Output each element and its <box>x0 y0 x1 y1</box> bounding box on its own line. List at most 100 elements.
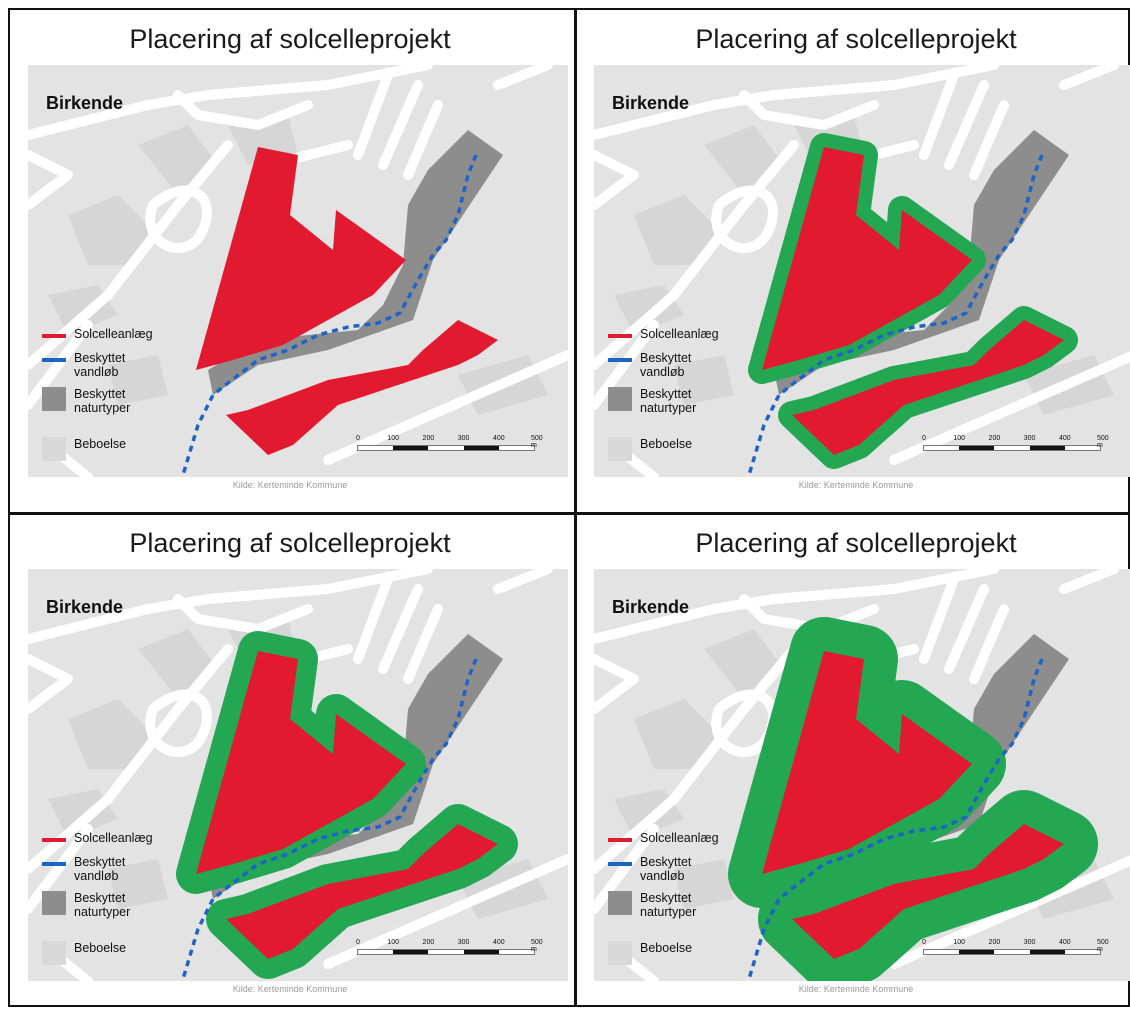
legend-swatch <box>608 838 632 842</box>
legend-item: Solcelleanlæg <box>608 327 719 341</box>
road-network <box>28 569 568 981</box>
scale-label: 300 <box>1023 435 1036 442</box>
legend-item: Solcelleanlæg <box>608 831 719 845</box>
scale-bar-segment <box>959 950 995 954</box>
scale-bar-track <box>357 949 535 955</box>
scale-bar-segment <box>1029 446 1065 450</box>
legend-item: Beskyttet vandløb <box>608 351 730 379</box>
scale-label: 500 m <box>531 435 543 449</box>
legend-item: Solcelleanlæg <box>42 327 153 341</box>
solar-polygon <box>226 320 498 455</box>
protected-nature <box>774 634 1069 899</box>
scale-label: 300 <box>457 939 470 946</box>
source-credit: Kilde: Kerteminde Kommune <box>232 984 348 994</box>
legend-label: Beskyttet vandløb <box>640 351 692 379</box>
legend-item: Beskyttet vandløb <box>42 351 164 379</box>
solar-area <box>754 139 1072 463</box>
legend-item: Beskyttet vandløb <box>42 855 164 883</box>
map-panel-1: Placering af solcelleprojekt <box>10 10 570 510</box>
legend-swatch <box>608 358 632 362</box>
scale-label: 200 <box>422 939 435 946</box>
legend-item: Beskyttet naturtyper <box>608 387 730 415</box>
legend-label: Beboelse <box>640 437 693 451</box>
legend-item: Beboelse <box>608 941 692 965</box>
protected-nature <box>774 130 1069 395</box>
scale-label: 100 <box>953 939 966 946</box>
legend-item: Beboelse <box>608 437 692 461</box>
legend-swatch <box>42 437 66 461</box>
scale-label: 500 m <box>531 939 543 953</box>
scale-bar-segment <box>959 446 995 450</box>
solar-polygon <box>743 632 991 893</box>
scale-bar: 0 100 200 300 400 500 m <box>922 939 1124 969</box>
place-name: Birkende <box>46 597 124 617</box>
legend-swatch <box>608 387 632 411</box>
road-network <box>28 65 568 477</box>
solar-area <box>185 640 509 970</box>
scale-label: 200 <box>988 939 1001 946</box>
legend-swatch <box>42 334 66 338</box>
scale-label: 100 <box>387 435 400 442</box>
scale-label: 300 <box>1023 939 1036 946</box>
map-panel-2: Placering af solcelleprojekt <box>576 10 1130 510</box>
scale-bar-segment <box>463 446 499 450</box>
scale-label: 0 <box>356 435 360 442</box>
horizontal-divider <box>8 512 1130 515</box>
scale-bar-segment <box>463 950 499 954</box>
legend-swatch <box>42 838 66 842</box>
scale-bar-segment <box>393 446 429 450</box>
map-area: Birkende Solcelleanlæg Beskyttet vandløb B… <box>28 569 568 981</box>
solar-polygon <box>196 147 406 370</box>
scale-bar-track <box>923 949 1101 955</box>
map-canvas <box>594 569 1130 981</box>
road-network <box>594 65 1130 477</box>
legend-item: Beboelse <box>42 437 126 461</box>
solar-polygon <box>773 805 1083 978</box>
legend-swatch <box>608 941 632 965</box>
legend-swatch <box>42 358 66 362</box>
legend-label: Beskyttet naturtyper <box>640 387 697 415</box>
panel-title: Placering af solcelleprojekt <box>129 24 451 54</box>
map-area: Birkende Solcelleanlæg Beskyttet vandløb B… <box>28 65 568 477</box>
map-panel-4: Placering af solcelleprojekt <box>576 514 1130 1014</box>
scale-label: 400 <box>1058 939 1071 946</box>
protected-stream <box>181 658 478 980</box>
panel-title: Placering af solcelleprojekt <box>695 528 1017 558</box>
source-credit: Kilde: Kerteminde Kommune <box>798 480 914 490</box>
place-name: Birkende <box>46 93 124 113</box>
legend-label: Beboelse <box>74 941 127 955</box>
map-canvas <box>594 65 1130 477</box>
legend-swatch <box>42 862 66 866</box>
scale-label: 100 <box>387 939 400 946</box>
place-name: Birkende <box>612 597 690 617</box>
legend-label: Solcelleanlæg <box>74 327 153 341</box>
protected-stream <box>747 154 1044 476</box>
protected-nature <box>208 130 503 395</box>
solar-polygon <box>185 640 417 885</box>
scale-label: 500 m <box>1097 435 1109 449</box>
solar-polygon <box>215 813 509 970</box>
legend-label: Beskyttet naturtyper <box>74 891 131 919</box>
scale-label: 300 <box>457 435 470 442</box>
scale-bar: 0 100 200 300 400 500 m <box>356 435 558 465</box>
scale-bar-segment <box>1029 950 1065 954</box>
legend-swatch <box>42 387 66 411</box>
legend-item: Beskyttet naturtyper <box>608 891 730 919</box>
panel-title: Placering af solcelleprojekt <box>695 24 1017 54</box>
legend-label: Beskyttet naturtyper <box>640 891 697 919</box>
scale-label: 400 <box>492 939 505 946</box>
protected-stream <box>747 658 1044 980</box>
scale-label: 0 <box>922 939 926 946</box>
scale-bar-track <box>357 445 535 451</box>
legend-item: Beskyttet vandløb <box>608 855 730 883</box>
legend-label: Solcelleanlæg <box>640 831 719 845</box>
solar-area <box>743 632 1083 978</box>
legend-label: Beskyttet vandløb <box>74 351 126 379</box>
scale-label: 500 m <box>1097 939 1109 953</box>
map-area: Birkende Solcelleanlæg Beskyttet vandløb B… <box>594 65 1130 477</box>
map-canvas <box>28 65 568 477</box>
place-name: Birkende <box>612 93 690 113</box>
grid-frame <box>8 8 1130 1007</box>
legend-swatch <box>42 891 66 915</box>
